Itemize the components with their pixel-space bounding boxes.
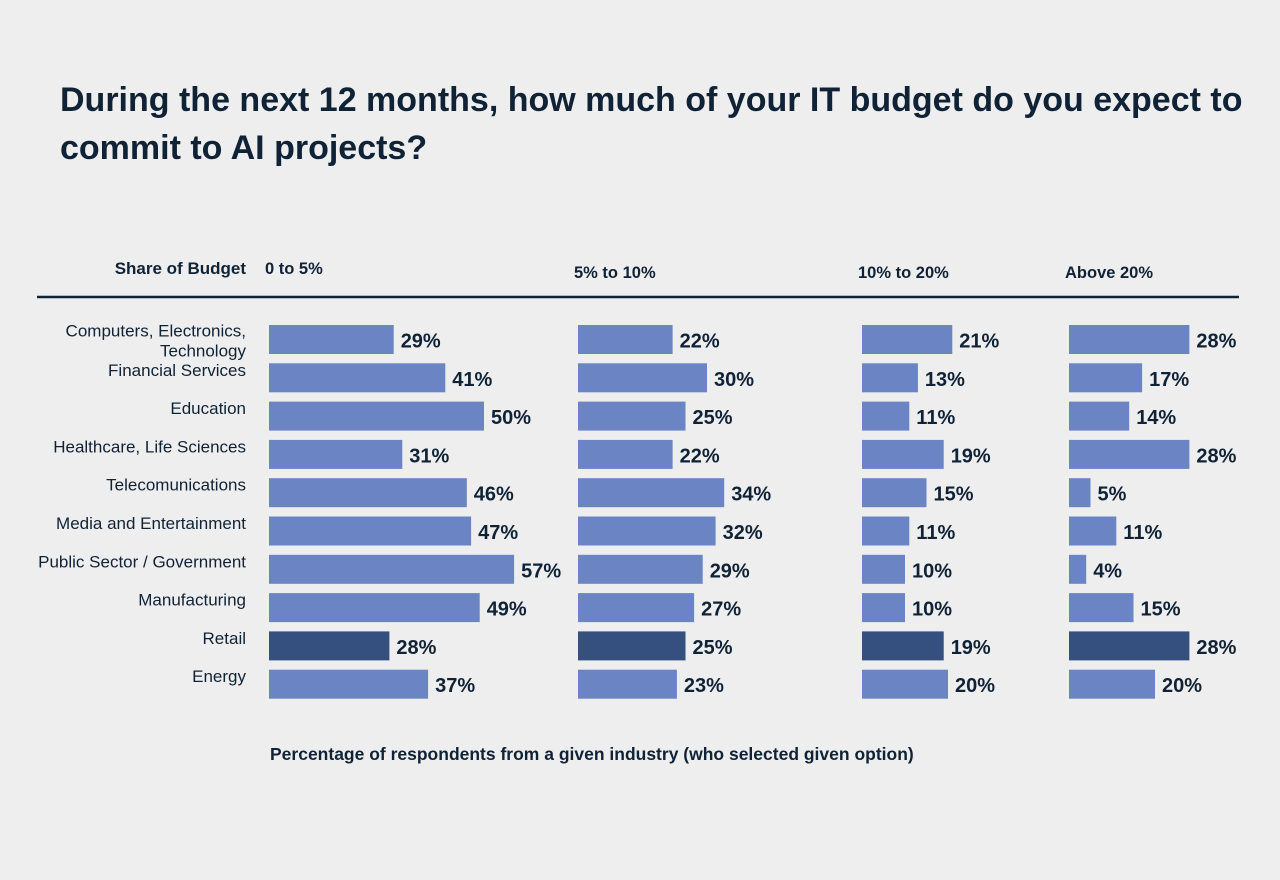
category-label: Computers, Electronics, Technology (66, 322, 247, 361)
bar (269, 439, 403, 469)
data-label: 20% (955, 675, 995, 697)
bar (269, 669, 429, 699)
bar (862, 669, 948, 699)
data-label: 37% (435, 675, 475, 697)
bar (1069, 554, 1087, 584)
bar (578, 401, 686, 431)
bar (578, 363, 707, 393)
chart-title: During the next 12 months, how much of y… (60, 81, 1243, 167)
data-label: 15% (934, 484, 974, 506)
data-label: 34% (731, 484, 771, 506)
bar (269, 401, 484, 431)
data-label: 50% (491, 407, 531, 429)
data-label: 19% (951, 445, 991, 467)
bar (269, 631, 390, 661)
data-label: 22% (680, 331, 720, 353)
data-label: 29% (401, 331, 441, 353)
bar (1069, 516, 1117, 546)
data-label: 46% (474, 484, 514, 506)
row-header: Share of Budget (115, 259, 247, 278)
bar (578, 516, 716, 546)
data-label: 10% (912, 560, 952, 582)
bar (862, 439, 944, 469)
bar (862, 401, 910, 431)
bar (1069, 669, 1155, 699)
data-label: 13% (925, 369, 965, 391)
data-label: 25% (693, 407, 733, 429)
data-label: 11% (916, 522, 955, 544)
bar (862, 325, 953, 354)
data-label: 57% (521, 560, 561, 582)
data-label: 47% (478, 522, 518, 544)
data-label: 28% (1196, 331, 1236, 353)
bar (578, 439, 673, 469)
bar (578, 554, 703, 584)
bar (578, 631, 686, 661)
data-label: 17% (1149, 369, 1189, 391)
category-label: Retail (203, 629, 246, 648)
bar (862, 516, 910, 546)
bar (578, 325, 673, 354)
bar (269, 363, 446, 393)
data-label: 28% (396, 637, 436, 659)
data-label: 25% (693, 637, 733, 659)
series-header-3: 10% to 20% (858, 264, 949, 282)
data-label: 22% (680, 445, 720, 467)
data-label: 49% (487, 599, 527, 621)
series-header-1: 0 to 5% (265, 260, 323, 278)
category-label: Telecomunications (106, 476, 246, 495)
bar (578, 593, 695, 623)
bar (1069, 401, 1130, 431)
bar (862, 593, 905, 623)
bar (1069, 593, 1134, 623)
category-label: Energy (192, 667, 246, 686)
data-label: 11% (916, 407, 955, 429)
data-label: 29% (710, 560, 750, 582)
data-label: 5% (1098, 484, 1127, 506)
data-label: 32% (723, 522, 763, 544)
bar (269, 554, 515, 584)
data-label: 15% (1141, 599, 1181, 621)
data-label: 14% (1136, 407, 1176, 429)
category-label: Manufacturing (138, 591, 246, 610)
bar (1069, 478, 1091, 508)
data-label: 10% (912, 599, 952, 621)
category-label: Public Sector / Government (38, 552, 246, 571)
bar (269, 325, 394, 354)
data-label: 41% (452, 369, 492, 391)
data-label: 31% (409, 445, 449, 467)
bar (1069, 439, 1190, 469)
data-label: 27% (701, 599, 741, 621)
bar (269, 478, 467, 508)
bar (269, 516, 472, 546)
bar (1069, 325, 1190, 354)
series-header-2: 5% to 10% (574, 264, 656, 282)
category-label: Media and Entertainment (56, 514, 246, 533)
data-label: 23% (684, 675, 724, 697)
data-label: 28% (1196, 445, 1236, 467)
bar (862, 478, 927, 508)
data-label: 21% (959, 331, 999, 353)
bar (578, 478, 725, 508)
data-label: 19% (951, 637, 991, 659)
bar (862, 631, 944, 661)
data-label: 30% (714, 369, 754, 391)
bar (862, 363, 918, 393)
bar (578, 669, 677, 699)
data-label: 4% (1093, 560, 1122, 582)
category-label: Healthcare, Life Sciences (53, 437, 246, 456)
data-label: 20% (1162, 675, 1202, 697)
data-label: 28% (1196, 637, 1236, 659)
bar (269, 593, 480, 623)
category-label: Financial Services (108, 361, 246, 380)
data-label: 11% (1123, 522, 1162, 544)
series-header-4: Above 20% (1065, 264, 1153, 282)
chart-footnote: Percentage of respondents from a given i… (270, 744, 914, 764)
bar (862, 554, 905, 584)
category-label: Education (170, 399, 246, 418)
bar (1069, 363, 1143, 393)
bar (1069, 631, 1190, 661)
